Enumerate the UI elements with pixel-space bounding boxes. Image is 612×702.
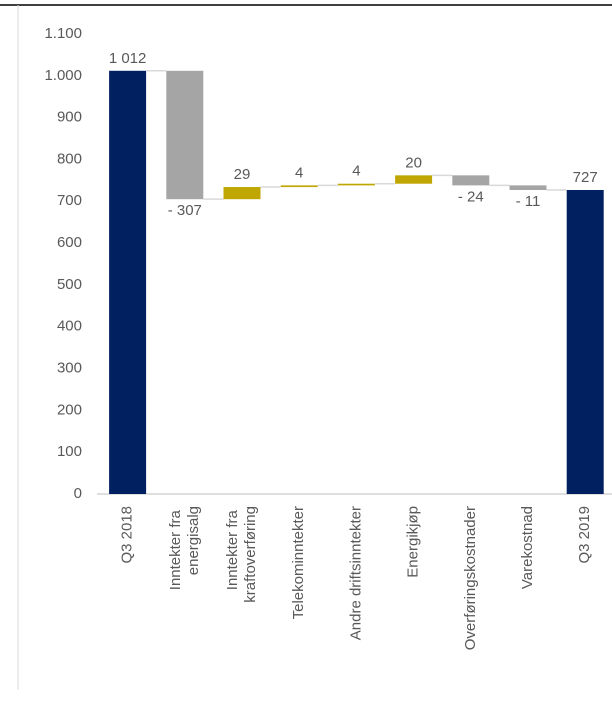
bar: [452, 175, 490, 186]
x-tick-label: Energikjøp: [405, 506, 422, 578]
y-tick-label: 500: [57, 276, 82, 293]
x-tick-label: Varekostnad: [519, 506, 536, 589]
x-tick-label: Inntekter fra energisalg: [167, 506, 202, 590]
y-tick-label: 800: [57, 150, 82, 167]
x-tick-label: Telekominntekter: [290, 506, 307, 619]
x-tick-line: energisalg: [185, 506, 202, 575]
y-tick-label: 100: [57, 443, 82, 460]
value-label: 20: [405, 154, 422, 171]
x-tick-label: Overføringskostnader: [462, 506, 479, 650]
bar: [109, 70, 147, 495]
y-tick-label: 300: [57, 360, 82, 377]
y-tick-label: 900: [57, 109, 82, 126]
bar: [566, 189, 604, 494]
y-tick-label: 600: [57, 234, 82, 251]
y-tick-label: 1.100: [44, 25, 82, 42]
bar: [223, 187, 261, 200]
value-label: - 11: [516, 193, 541, 210]
value-label: 727: [573, 169, 598, 186]
value-label: - 307: [168, 202, 202, 219]
bar: [395, 175, 433, 184]
y-tick-label: 400: [57, 318, 82, 335]
y-tick-label: 200: [57, 401, 82, 418]
y-tick-label: 700: [57, 192, 82, 209]
x-tick-label: Q3 2018: [119, 506, 136, 564]
x-tick-label: Andre driftsinntekter: [347, 506, 364, 640]
x-tick-line: kraftoverføring: [242, 506, 259, 603]
y-tick-label: 1.000: [44, 67, 82, 84]
x-tick-line: Inntekter fra: [224, 506, 241, 590]
bar: [280, 185, 318, 188]
x-tick-label: Inntekter fra kraftoverføring: [224, 506, 259, 603]
x-tick-line: Inntekter fra: [167, 506, 184, 590]
x-tick-label: Q3 2019: [576, 506, 593, 564]
bar: [509, 185, 547, 190]
value-label: 1 012: [109, 50, 147, 67]
bar: [337, 183, 375, 186]
value-label: 4: [295, 164, 303, 181]
bar: [166, 70, 204, 200]
value-label: 29: [234, 166, 251, 183]
y-tick-label: 0: [74, 485, 82, 502]
value-label: - 24: [458, 188, 484, 205]
value-label: 4: [352, 163, 360, 180]
